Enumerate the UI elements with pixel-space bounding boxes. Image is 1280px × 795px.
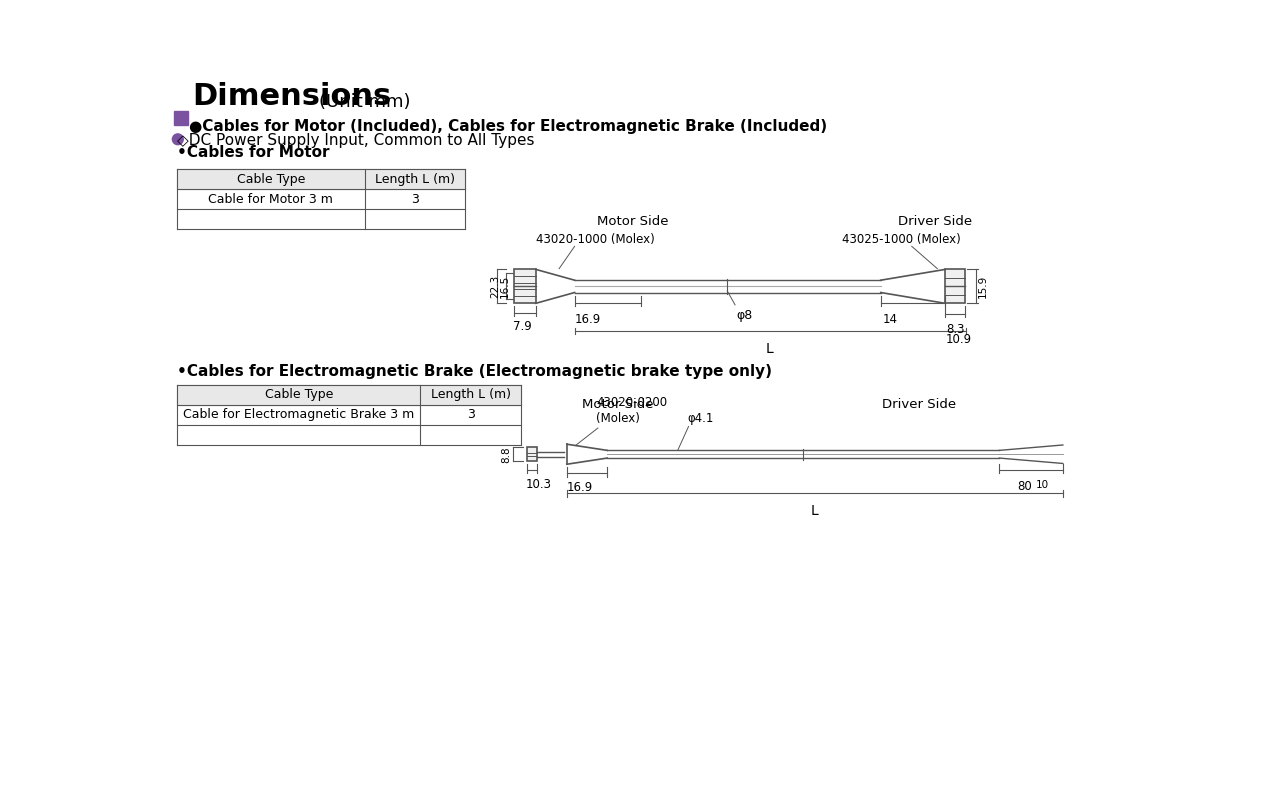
- Text: L: L: [812, 504, 819, 518]
- Text: 43025-1000 (Molex): 43025-1000 (Molex): [842, 233, 961, 246]
- Text: ◇DC Power Supply Input, Common to All Types: ◇DC Power Supply Input, Common to All Ty…: [177, 133, 535, 148]
- Bar: [177, 385, 521, 405]
- Text: Length L (m): Length L (m): [375, 173, 454, 186]
- Text: 8.8: 8.8: [500, 446, 511, 463]
- Text: Dimensions: Dimensions: [192, 82, 392, 111]
- Text: Motor Side: Motor Side: [596, 215, 668, 227]
- Text: L: L: [765, 342, 774, 356]
- Text: •Cables for Motor: •Cables for Motor: [177, 145, 329, 160]
- Text: (Unit mm): (Unit mm): [319, 93, 411, 111]
- Text: 10.9: 10.9: [946, 332, 972, 346]
- Text: 7.9: 7.9: [513, 320, 532, 333]
- Text: Driver Side: Driver Side: [882, 398, 956, 411]
- Text: Length L (m): Length L (m): [431, 389, 511, 401]
- Bar: [174, 111, 188, 125]
- Text: 10: 10: [1036, 479, 1048, 490]
- Text: 22.3: 22.3: [490, 275, 500, 298]
- Text: 43020-0200
(Molex): 43020-0200 (Molex): [596, 396, 667, 425]
- Text: 8.3: 8.3: [946, 323, 964, 335]
- Text: φ4.1: φ4.1: [687, 412, 713, 425]
- Text: ●Cables for Motor (Included), Cables for Electromagnetic Brake (Included): ●Cables for Motor (Included), Cables for…: [188, 119, 827, 134]
- Text: Cable for Electromagnetic Brake 3 m: Cable for Electromagnetic Brake 3 m: [183, 409, 415, 421]
- Text: 80: 80: [1018, 479, 1032, 493]
- Bar: [526, 448, 538, 461]
- Text: 3: 3: [467, 409, 475, 421]
- Text: Cable Type: Cable Type: [237, 173, 305, 186]
- Text: •Cables for Electromagnetic Brake (Electromagnetic brake type only): •Cables for Electromagnetic Brake (Elect…: [177, 364, 772, 378]
- Text: Cable Type: Cable Type: [265, 389, 333, 401]
- Text: φ8: φ8: [736, 309, 753, 323]
- Text: 16.9: 16.9: [567, 481, 593, 494]
- Text: 15.9: 15.9: [978, 275, 988, 298]
- Text: 16.9: 16.9: [575, 312, 600, 325]
- Text: 16.5: 16.5: [500, 275, 509, 298]
- Text: Driver Side: Driver Side: [899, 215, 972, 227]
- Bar: [515, 270, 536, 304]
- Text: 10.3: 10.3: [526, 478, 552, 491]
- Text: 43020-1000 (Molex): 43020-1000 (Molex): [536, 233, 654, 246]
- Bar: [177, 169, 466, 189]
- Circle shape: [173, 134, 183, 145]
- Text: 14: 14: [882, 312, 897, 325]
- Text: Motor Side: Motor Side: [581, 398, 653, 411]
- Text: Cable for Motor 3 m: Cable for Motor 3 m: [209, 193, 333, 206]
- Bar: [945, 270, 965, 304]
- Text: 3: 3: [411, 193, 419, 206]
